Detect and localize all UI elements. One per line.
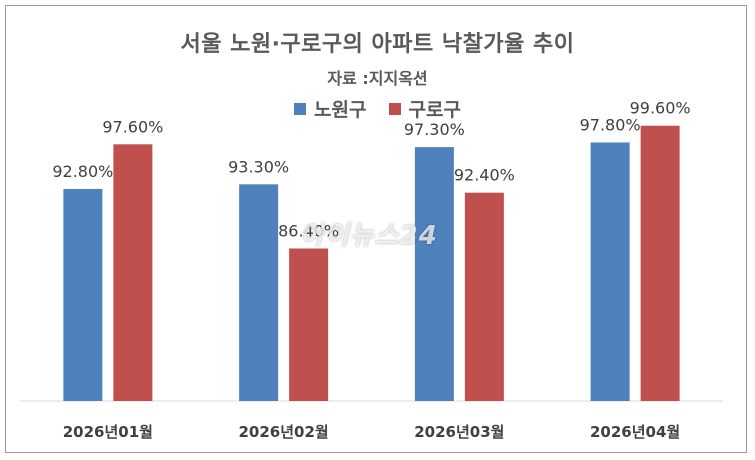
bar-nowon-2 (239, 184, 279, 401)
category-label-4: 2026년04월 (590, 423, 680, 441)
data-label-guro-3: 92.40% (454, 166, 515, 185)
legend-item-nowon: 노원구 (294, 95, 367, 122)
data-label-nowon-4: 97.80% (580, 115, 641, 134)
chart-legend: 노원구 구로구 (0, 95, 755, 122)
bar-guro-3 (464, 192, 504, 401)
data-label-nowon-3: 97.30% (404, 120, 465, 139)
chart-title: 서울 노원·구로구의 아파트 낙찰가율 추이 (180, 32, 575, 57)
bar-nowon-3 (414, 147, 454, 401)
bar-nowon-4 (590, 142, 630, 401)
watermark: 아이뉴스24 (300, 221, 438, 251)
legend-swatch-guro (388, 102, 401, 115)
legend-item-guro: 구로구 (388, 95, 461, 122)
category-label-3: 2026년03월 (414, 423, 504, 441)
bar-nowon-1 (63, 188, 103, 401)
data-label-nowon-2: 93.30% (228, 157, 289, 176)
category-label-1: 2026년01월 (63, 423, 153, 441)
legend-label-nowon: 노원구 (314, 99, 367, 121)
bar-guro-4 (640, 125, 680, 401)
legend-swatch-nowon (294, 102, 307, 115)
bar-guro-1 (113, 144, 153, 401)
data-label-guro-2: 86.40% (278, 221, 339, 240)
data-label-nowon-1: 92.80% (52, 162, 113, 181)
data-label-guro-4: 99.60% (630, 99, 691, 118)
legend-label-guro: 구로구 (408, 99, 461, 121)
chart-subtitle: 자료 :지지옥션 (327, 69, 428, 88)
data-label-guro-1: 97.60% (102, 117, 163, 136)
category-label-2: 2026년02월 (239, 423, 329, 441)
bar-guro-2 (289, 248, 329, 401)
